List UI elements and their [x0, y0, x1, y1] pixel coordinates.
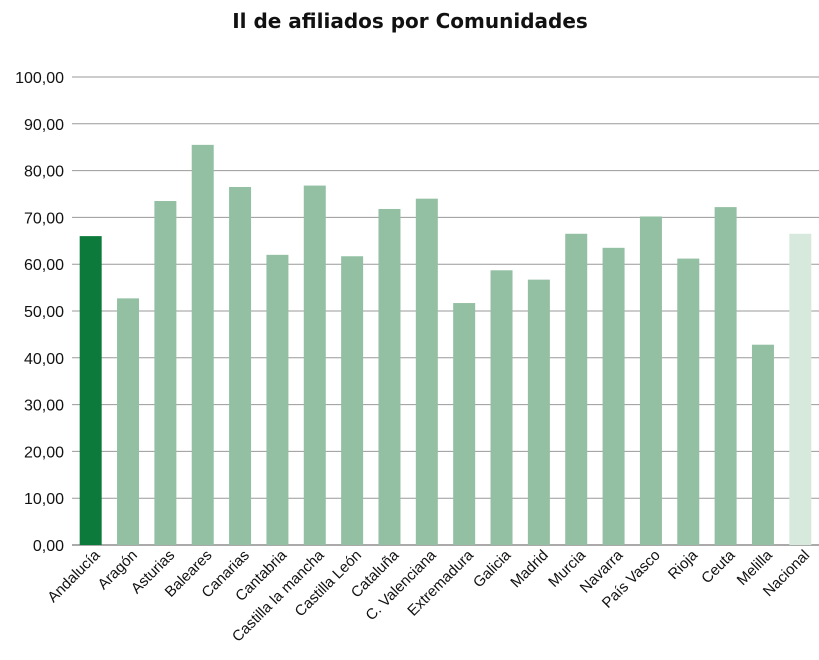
y-tick-label: 10,00 [24, 491, 64, 508]
y-tick-label: 60,00 [24, 257, 64, 274]
bar [229, 186, 252, 546]
bar [453, 303, 476, 545]
bar [602, 247, 625, 545]
x-category-label: Madrid [507, 547, 551, 591]
bar [677, 258, 700, 545]
y-tick-label: 30,00 [24, 398, 64, 415]
bar [79, 236, 102, 545]
gridlines [72, 76, 819, 546]
bar [714, 207, 737, 545]
x-category-label: Ceuta [698, 546, 739, 587]
chart-title: Il de afiliados por Comunidades [232, 9, 588, 33]
y-tick-label: 90,00 [24, 117, 64, 134]
y-tick-label: 20,00 [24, 444, 64, 461]
y-axis-tick-labels: 0,00 10,00 20,00 30,00 40,00 50,00 60,00 70,00 8… [15, 70, 64, 555]
bar [527, 279, 550, 545]
bar [751, 344, 774, 545]
x-category-label: Galicia [470, 546, 515, 591]
y-tick-label: 50,00 [24, 304, 64, 321]
y-tick-label: 0,00 [33, 538, 64, 555]
bar [789, 233, 812, 545]
bar [415, 198, 438, 545]
x-axis-category-labels: AndalucíaAragónAsturiasBalearesCanariasC… [44, 546, 813, 645]
bar [378, 208, 401, 545]
y-tick-label: 70,00 [24, 210, 64, 227]
bar [341, 256, 364, 545]
bar [565, 233, 588, 545]
x-category-label: Rioja [665, 546, 702, 583]
x-category-label: Andalucía [44, 546, 104, 606]
bar [117, 298, 140, 545]
bar [266, 254, 289, 545]
y-tick-label: 100,00 [15, 70, 64, 87]
y-tick-label: 80,00 [24, 164, 64, 181]
bar [490, 270, 513, 545]
bar [191, 144, 214, 546]
bar [303, 185, 326, 546]
bar [154, 201, 177, 545]
bars [79, 144, 812, 546]
y-tick-label: 40,00 [24, 351, 64, 368]
bar [639, 216, 662, 546]
